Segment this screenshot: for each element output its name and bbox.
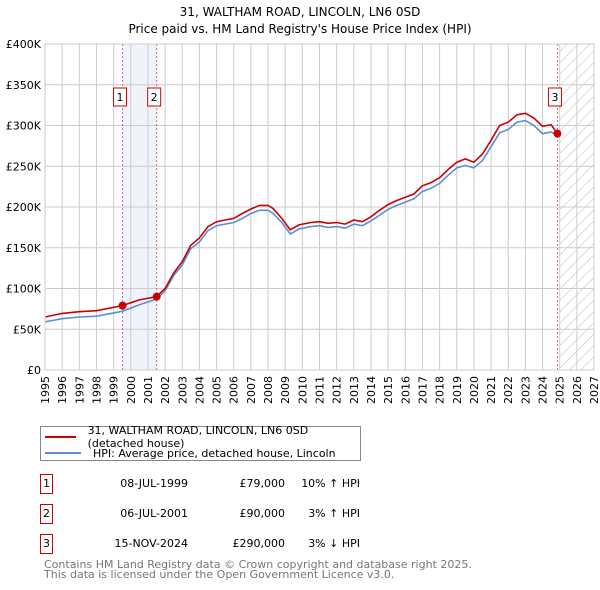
x-tick-label: 2014 [365,376,378,404]
blue-line-swatch [45,452,81,454]
sale-row: 2 06-JUL-2001 £90,000 3% ↑ HPI [40,504,440,524]
sale-point [118,301,127,310]
chart-legend: 31, WALTHAM ROAD, LINCOLN, LN6 0SD (deta… [40,424,361,461]
sale-number-badge: 1 [40,474,53,494]
x-tick-label: 2001 [142,376,155,404]
x-tick-label: 2004 [193,376,206,404]
y-tick-label: £200K [6,201,42,214]
sale-label-box [547,87,562,107]
sale-price: £290,000 [232,537,286,550]
x-tick-label: 2023 [519,376,532,404]
x-tick-label: 2021 [485,376,498,404]
y-tick-label: £100K [6,283,42,296]
x-tick-label: 2011 [314,376,327,404]
sale-date: 08-JUL-1999 [120,477,188,490]
sale-price: £79,000 [239,477,286,490]
sale-price: £90,000 [239,507,286,520]
property-price-line [44,112,559,318]
hpi-line [44,119,558,323]
x-tick-label: 2025 [554,376,567,404]
x-tick-label: 2018 [434,376,447,404]
x-tick-label: 2013 [348,376,361,404]
x-tick-label: 2006 [228,376,241,404]
sale-number-badge: 2 [40,504,53,524]
y-tick-label: £150K [6,242,42,255]
sale-date: 15-NOV-2024 [114,537,188,550]
sale-label: 2 [151,91,158,104]
legend-item-property: 31, WALTHAM ROAD, LINCOLN, LN6 0SD (deta… [45,424,360,450]
sale-row: 1 08-JUL-1999 £79,000 10% ↑ HPI [40,474,440,494]
x-tick-label: 2008 [262,376,275,404]
y-tick-label: £50K [13,323,42,336]
chart-title: 31, WALTHAM ROAD, LINCOLN, LN6 0SD [180,5,421,19]
x-tick-label: 2015 [382,376,395,404]
footer-licence: This data is licensed under the Open Gov… [44,568,395,581]
x-tick-label: 1999 [108,376,121,404]
footer-copyright: Contains HM Land Registry data © Crown c… [44,558,472,571]
sale-date: 06-JUL-2001 [120,507,188,520]
x-tick-label: 2007 [245,376,258,404]
x-tick-label: 2002 [159,376,172,404]
sale-hpi-diff: 10% ↑ HPI [301,477,360,490]
x-tick-label: 2017 [416,376,429,404]
x-tick-label: 2027 [588,376,600,404]
x-tick-label: 2000 [125,376,138,404]
x-tick-label: 2020 [468,376,481,404]
price-chart: 31, WALTHAM ROAD, LINCOLN, LN6 0SD Price… [6,5,600,404]
chart-subtitle: Price paid vs. HM Land Registry's House … [128,22,471,36]
legend-label: HPI: Average price, detached house, Linc… [93,446,336,460]
sale-row: 3 15-NOV-2024 £290,000 3% ↓ HPI [40,534,440,554]
red-line-swatch [45,436,76,438]
sale-label: 3 [551,91,558,104]
sale-label: 1 [117,91,124,104]
sale-number-badge: 3 [40,534,53,554]
y-tick-label: £0 [27,364,41,377]
x-tick-label: 2005 [211,376,224,404]
y-tick-label: £250K [6,160,42,173]
x-tick-label: 2024 [537,376,550,404]
sale-hpi-diff: 3% ↓ HPI [308,537,360,550]
y-tick-label: £350K [6,79,42,92]
sale-label-box [147,87,162,107]
legend-item-hpi: HPI: Average price, detached house, Linc… [45,446,336,460]
x-tick-label: 2003 [176,376,189,404]
sale-hpi-diff: 3% ↑ HPI [308,507,360,520]
y-tick-label: £400K [6,38,42,51]
y-tick-label: £300K [6,120,42,133]
x-tick-label: 1995 [39,376,52,404]
x-tick-label: 2022 [502,376,515,404]
x-tick-label: 1996 [56,376,69,404]
sale-label-box [113,87,128,107]
x-tick-label: 1998 [90,376,103,404]
x-tick-label: 2019 [451,376,464,404]
x-tick-label: 2016 [399,376,412,404]
x-tick-label: 2026 [571,376,584,404]
sale-point [553,129,562,138]
x-tick-label: 1997 [73,376,86,404]
plot-frame [44,43,595,371]
legend-label: 31, WALTHAM ROAD, LINCOLN, LN6 0SD (deta… [87,424,309,450]
x-tick-label: 2012 [331,376,344,404]
footer: Contains HM Land Registry data © Crown c… [44,558,472,581]
x-tick-label: 2009 [279,376,292,404]
sale-point [152,292,161,301]
x-tick-label: 2010 [296,376,309,404]
